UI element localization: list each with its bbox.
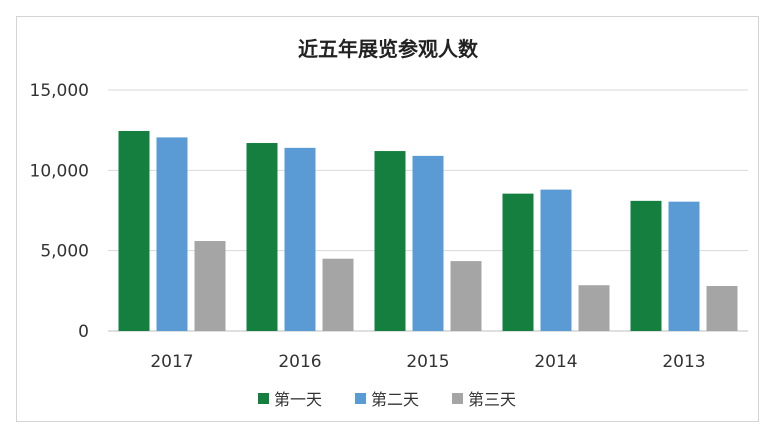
legend-label: 第三天 bbox=[468, 390, 516, 409]
legend: 第一天 第二天 第三天 bbox=[258, 390, 516, 409]
bar-2017-第一天 bbox=[118, 130, 150, 331]
y-tick-label: 0 bbox=[78, 322, 89, 342]
legend-swatch bbox=[452, 393, 463, 404]
bar-2014-第一天 bbox=[502, 193, 534, 331]
bar-2014-第二天 bbox=[540, 189, 572, 331]
bar-2014-第三天 bbox=[578, 285, 610, 331]
x-tick-label: 2016 bbox=[278, 352, 321, 372]
legend-swatch bbox=[355, 393, 366, 404]
y-tick-label: 15,000 bbox=[30, 81, 89, 101]
bar-2013-第一天 bbox=[630, 200, 662, 331]
y-axis-ticks: 0 5,000 10,000 15,000 bbox=[30, 81, 89, 342]
y-tick-label: 5,000 bbox=[40, 242, 89, 262]
bar-2016-第一天 bbox=[246, 143, 278, 331]
legend-swatch bbox=[258, 393, 269, 404]
x-axis-ticks: 2017 2016 2015 2014 2013 bbox=[150, 352, 705, 372]
bar-2015-第一天 bbox=[374, 151, 406, 331]
bar-2016-第二天 bbox=[284, 147, 316, 331]
bar-2017-第三天 bbox=[194, 241, 226, 331]
bar-2017-第二天 bbox=[156, 137, 188, 331]
legend-label: 第二天 bbox=[371, 390, 419, 409]
x-tick-label: 2014 bbox=[534, 352, 577, 372]
bar-2015-第三天 bbox=[450, 261, 482, 331]
chart-title: 近五年展览参观人数 bbox=[298, 37, 479, 61]
bar-2016-第三天 bbox=[322, 258, 354, 331]
bar-2013-第二天 bbox=[668, 201, 700, 331]
y-tick-label: 10,000 bbox=[30, 161, 89, 181]
x-tick-label: 2017 bbox=[150, 352, 193, 372]
bars bbox=[118, 130, 738, 331]
bar-2013-第三天 bbox=[706, 286, 738, 331]
x-tick-label: 2013 bbox=[662, 352, 705, 372]
bar-2015-第二天 bbox=[412, 155, 444, 331]
x-tick-label: 2015 bbox=[406, 352, 449, 372]
legend-label: 第一天 bbox=[274, 390, 322, 409]
